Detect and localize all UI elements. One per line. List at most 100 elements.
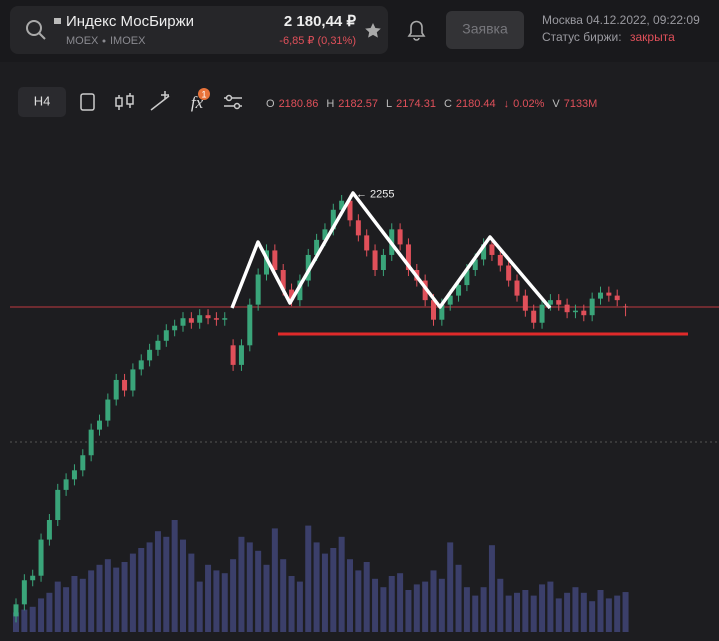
candle-body (623, 306, 629, 308)
candle-body (255, 274, 261, 305)
volume-bar (380, 587, 387, 632)
candle-type-icon-body (126, 95, 134, 105)
candle-body (447, 295, 453, 305)
volume-bar (438, 578, 445, 632)
volume-bar (221, 573, 228, 632)
candle-body (21, 580, 27, 605)
volume-bar (188, 553, 195, 632)
volume-bar (522, 590, 529, 632)
volume-bar (21, 609, 28, 632)
candle-body (539, 304, 545, 323)
search-icon-handle (38, 32, 46, 40)
volume-bar (205, 564, 212, 632)
order-button[interactable] (446, 11, 524, 49)
order-button-label[interactable]: Заявка (462, 21, 508, 37)
candle-body (163, 330, 169, 341)
candle-body (205, 315, 211, 319)
candle-body (55, 489, 61, 521)
instrument-title: Индекс МосБиржи (66, 13, 194, 30)
ohlc-change: 0.02% (513, 98, 544, 110)
volume-bar (296, 581, 303, 632)
indicator-icon[interactable] (80, 93, 95, 111)
candle-body (13, 604, 19, 617)
volume-bar (255, 550, 262, 632)
lock-icon (54, 18, 61, 24)
volume-bar (622, 592, 629, 632)
volume-bar (413, 584, 420, 632)
candle-body (322, 229, 328, 240)
drawing-icon[interactable] (150, 91, 170, 111)
favorite-star[interactable] (365, 23, 381, 38)
candle-body (264, 250, 269, 275)
interval-button[interactable] (18, 87, 66, 117)
volume-bar (514, 592, 520, 632)
candle-body (80, 455, 86, 471)
candle-body (572, 310, 578, 313)
volume-bar (46, 592, 53, 632)
ohlc-l: L (386, 98, 392, 110)
volume-bar (530, 595, 537, 632)
candle-body (289, 289, 295, 301)
volume-bar (614, 595, 621, 632)
volume-bar (238, 536, 245, 632)
ohlc-high: 2182.57 (338, 98, 378, 110)
volume-bar (63, 587, 70, 632)
volume-bar (113, 567, 120, 632)
volume-bar (180, 539, 186, 632)
interval-label[interactable]: H4 (34, 93, 51, 108)
candle-body (522, 295, 528, 311)
high-label: ← 2255 (356, 189, 394, 201)
volume-bar (472, 595, 479, 632)
volume-bar (171, 520, 178, 632)
candle-body (222, 318, 228, 320)
badge-count: 1 (201, 89, 206, 99)
volume-bar (196, 581, 203, 632)
candle-body (197, 315, 203, 323)
candle-body (122, 379, 128, 391)
candle-body (330, 209, 336, 230)
ohlc-h: H (326, 98, 334, 110)
volume-bar (313, 542, 320, 632)
candle-body (606, 292, 612, 296)
ohlc-bar: O 2180.86 H 2182.57 L 2174.31 C 2180.44 ↓ 0.02% V 7… (266, 98, 597, 110)
volume-bar (547, 581, 554, 632)
volume-bar (88, 570, 95, 632)
candle-body (247, 304, 253, 346)
candle-body (347, 200, 353, 221)
candle-body (489, 244, 495, 255)
volume-bar (96, 564, 103, 632)
candle-body (172, 325, 178, 331)
volume-bar (488, 545, 495, 632)
ohlc-arrow: ↓ (504, 98, 510, 110)
volume-bar (38, 598, 45, 632)
search-icon[interactable] (26, 20, 42, 36)
alert-bell[interactable] (407, 20, 426, 41)
candle-body (556, 300, 562, 305)
candle-body (113, 379, 119, 400)
volume-bar (372, 578, 379, 632)
volume-bar (246, 542, 253, 632)
volume-bar (597, 590, 604, 632)
volume-bar (338, 536, 345, 632)
volume-bar (71, 576, 78, 632)
candle-body (38, 539, 44, 576)
volume-bar (580, 592, 587, 632)
candle-body (564, 304, 570, 313)
volume-bar (564, 592, 571, 632)
separator-dot (102, 39, 106, 43)
volume-bar (430, 570, 437, 632)
chart-panel (0, 62, 719, 641)
candle-body (481, 244, 487, 260)
volume-bar (480, 587, 487, 632)
candle-body (456, 285, 462, 296)
volume-bar (280, 559, 287, 632)
ohlc-close: 2180.44 (456, 98, 496, 110)
volume-bar (497, 578, 504, 632)
datetime: Москва 04.12.2022, 09:22:09 (542, 13, 700, 27)
candle-body (71, 470, 77, 480)
volume-bar (104, 559, 111, 632)
candle-body (339, 200, 345, 210)
candle-body (147, 349, 153, 361)
candle-body (497, 254, 503, 266)
price: 2 180,44 ₽ (284, 13, 357, 30)
